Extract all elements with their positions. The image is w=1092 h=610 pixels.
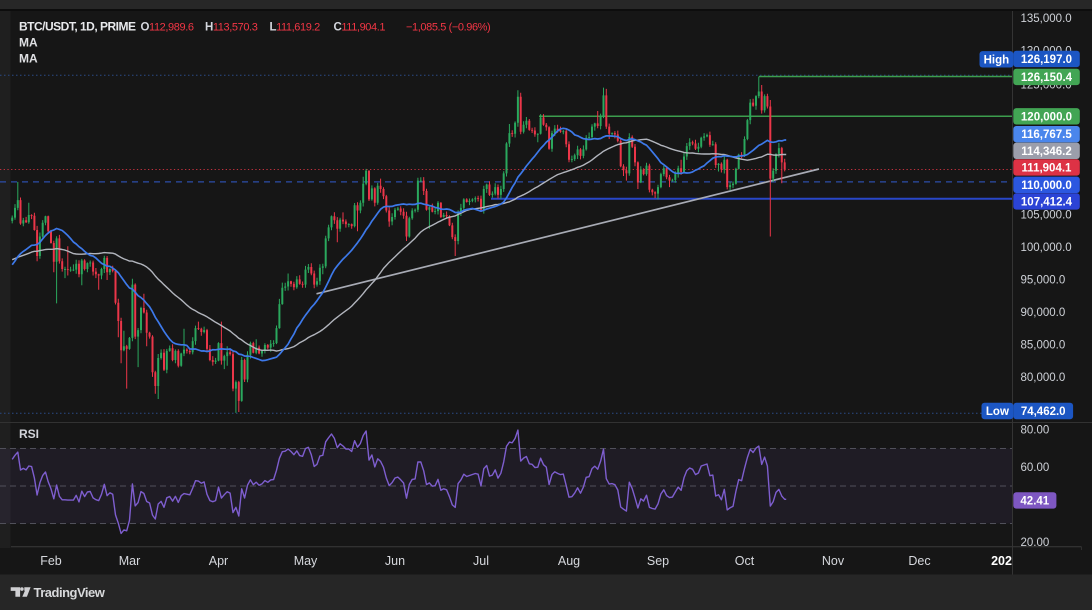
svg-text:80.00: 80.00 — [1021, 425, 1050, 437]
svg-text:May: May — [294, 554, 318, 568]
svg-text:Dec: Dec — [908, 554, 930, 568]
svg-text:Low: Low — [986, 406, 1009, 418]
svg-text:100,000.0: 100,000.0 — [1021, 242, 1072, 254]
svg-text:Apr: Apr — [209, 554, 228, 568]
svg-text:95,000.0: 95,000.0 — [1021, 274, 1066, 286]
svg-text:120,000.0: 120,000.0 — [1021, 111, 1072, 123]
svg-text:Aug: Aug — [558, 554, 580, 568]
svg-text:42.41: 42.41 — [1020, 495, 1049, 507]
svg-text:Nov: Nov — [822, 554, 845, 568]
svg-text:Sep: Sep — [647, 554, 669, 568]
svg-text:MA: MA — [19, 52, 38, 66]
svg-text:Mar: Mar — [119, 554, 141, 568]
svg-text:107,412.4: 107,412.4 — [1021, 196, 1073, 208]
svg-text:126,150.4: 126,150.4 — [1021, 72, 1073, 84]
svg-text:Feb: Feb — [40, 554, 62, 568]
svg-text:80,000.0: 80,000.0 — [1021, 372, 1066, 384]
svg-text:20.00: 20.00 — [1021, 537, 1050, 549]
svg-text:126,197.0: 126,197.0 — [1021, 54, 1072, 66]
svg-text:110,000.0: 110,000.0 — [1021, 180, 1072, 192]
svg-text:High: High — [984, 54, 1010, 66]
svg-text:Oct: Oct — [735, 554, 755, 568]
svg-text:Jun: Jun — [385, 554, 405, 568]
svg-text:85,000.0: 85,000.0 — [1021, 339, 1066, 351]
svg-text:60.00: 60.00 — [1021, 462, 1050, 474]
svg-text:2026: 2026 — [991, 554, 1019, 568]
svg-text:90,000.0: 90,000.0 — [1021, 307, 1066, 319]
svg-text:114,346.2: 114,346.2 — [1021, 146, 1072, 158]
svg-text:MA: MA — [19, 36, 38, 50]
svg-text:74,462.0: 74,462.0 — [1021, 406, 1066, 418]
svg-text:RSI: RSI — [19, 427, 39, 441]
svg-text:Jul: Jul — [473, 554, 489, 568]
svg-text:116,767.5: 116,767.5 — [1021, 129, 1072, 141]
svg-text:TradingView: TradingView — [34, 585, 106, 600]
svg-text:111,904.1: 111,904.1 — [1022, 162, 1072, 174]
svg-text:BTC/USDT, 1D, PRIME: BTC/USDT, 1D, PRIME — [19, 20, 136, 34]
svg-text:105,000.0: 105,000.0 — [1021, 209, 1072, 221]
svg-text:135,000.0: 135,000.0 — [1021, 13, 1072, 25]
